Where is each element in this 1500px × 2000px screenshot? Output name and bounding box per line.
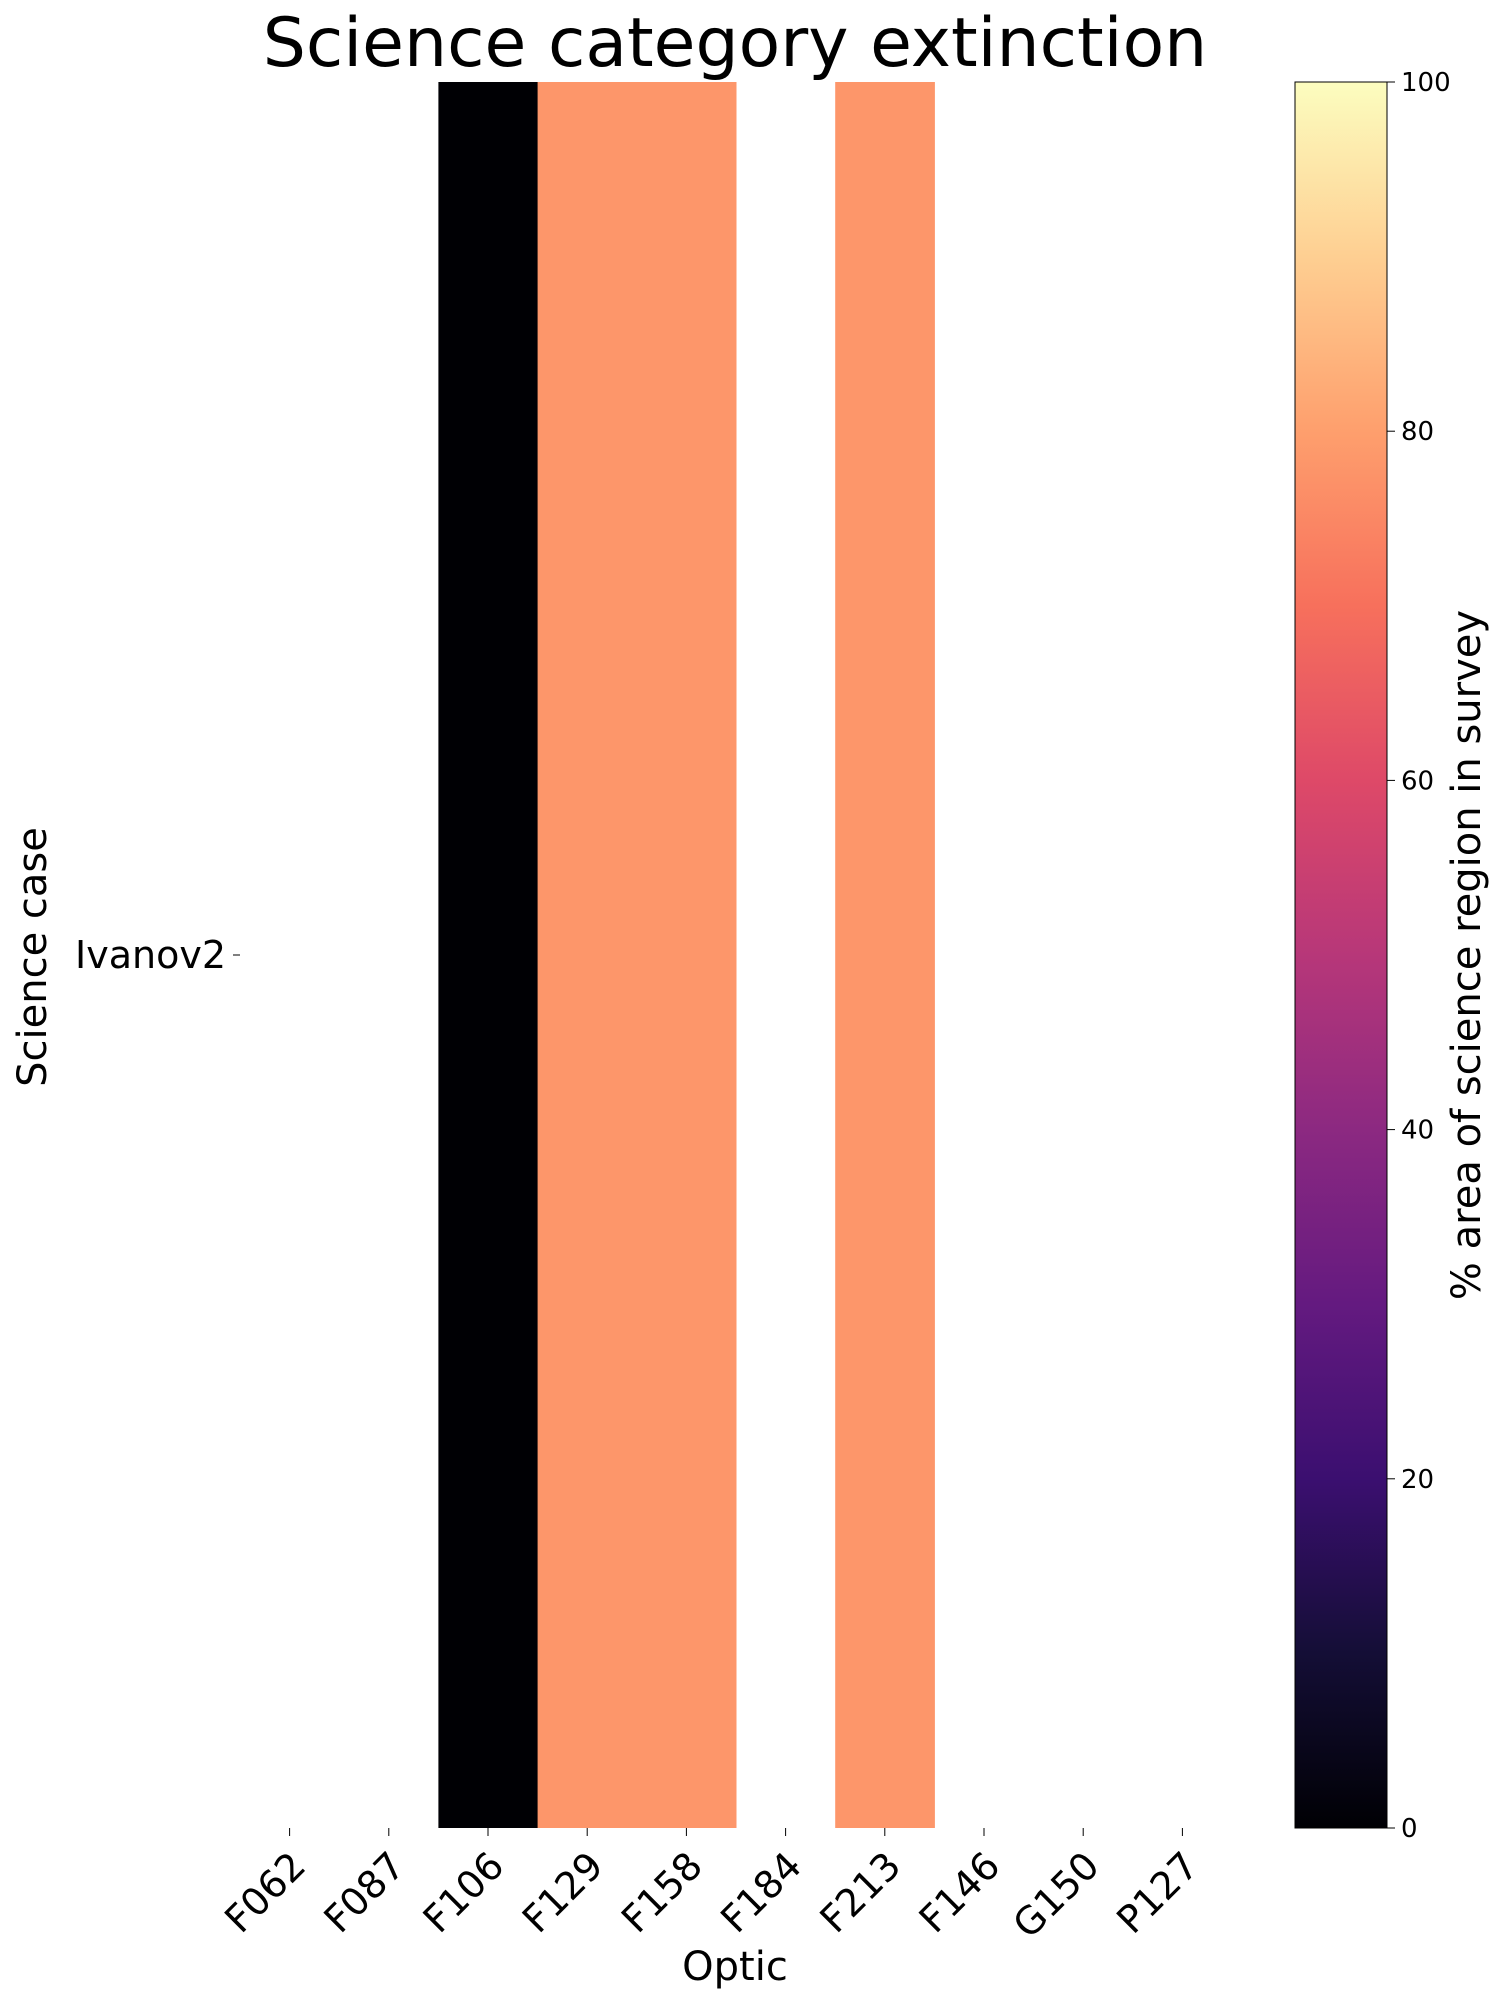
x-tick-label: F213: [811, 1843, 909, 1941]
heatmap-cell: [438, 82, 539, 1828]
x-tick-label: G150: [1004, 1843, 1107, 1946]
colorbar-tick-label: 40: [1401, 1116, 1434, 1146]
colorbar-tick-label: 100: [1401, 68, 1451, 98]
x-tick-label: F087: [315, 1843, 413, 1941]
heatmap-cell: [537, 82, 638, 1828]
x-tick-label: P127: [1108, 1843, 1207, 1942]
colorbar-tick-label: 60: [1401, 766, 1434, 796]
x-tick-label: F062: [216, 1843, 314, 1941]
x-tick-label: F158: [613, 1843, 711, 1941]
y-axis-ticks: Ivanov2: [75, 933, 240, 977]
colorbar-ticks: 0 20 40 60 80 100: [1387, 68, 1451, 1844]
chart-title: Science category extinction: [263, 4, 1208, 83]
y-tick-label: Ivanov2: [75, 933, 226, 977]
x-axis-label: Optic: [682, 1944, 788, 1990]
x-tick-label: F129: [514, 1843, 612, 1941]
colorbar-label: % area of science region in survey: [1444, 610, 1490, 1300]
heatmap-cells: [438, 82, 935, 1828]
x-tick-label: F184: [712, 1843, 810, 1941]
colorbar-tick-label: 80: [1401, 417, 1434, 447]
heatmap-cell: [835, 82, 935, 1828]
colorbar: [1294, 81, 1388, 1829]
heatmap-cell: [636, 82, 737, 1828]
y-axis-label: Science case: [10, 827, 56, 1087]
colorbar-tick-label: 0: [1401, 1814, 1418, 1844]
x-tick-label: F106: [415, 1843, 513, 1941]
colorbar-tick-label: 20: [1401, 1465, 1434, 1495]
x-tick-label: F146: [911, 1843, 1009, 1941]
